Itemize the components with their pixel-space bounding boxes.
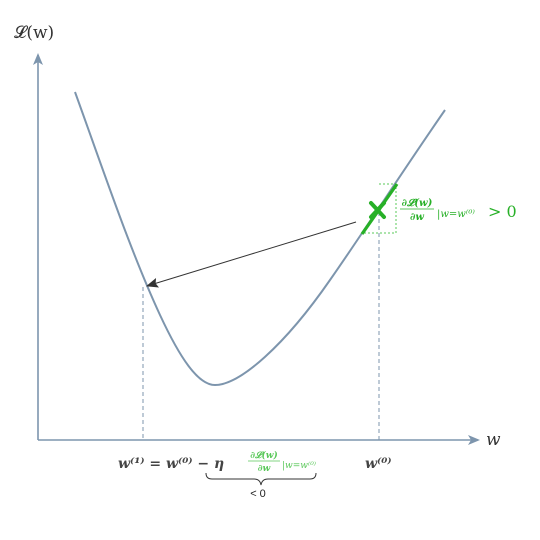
gradient-eval: |w=w⁽⁰⁾ bbox=[437, 209, 475, 220]
gradient-frac-den: ∂w bbox=[410, 212, 424, 223]
update-rule-lhs: w⁽¹⁾ = w⁽⁰⁾ − η bbox=[118, 456, 224, 472]
update-frac-den: ∂w bbox=[258, 464, 271, 474]
brace-label: < 0 bbox=[250, 488, 266, 500]
update-eval: |w=w⁽⁰⁾ bbox=[282, 460, 316, 471]
y-axis-label: 𝓛(w) bbox=[14, 23, 54, 43]
update-arrow bbox=[147, 222, 356, 286]
gradient-label: ∂𝓛(w) ∂w |w=w⁽⁰⁾ > 0 bbox=[400, 198, 517, 223]
underbrace bbox=[206, 473, 316, 485]
loss-curve bbox=[75, 92, 445, 385]
update-rule: w⁽¹⁾ = w⁽⁰⁾ − η ∂𝓛(w) ∂w |w=w⁽⁰⁾ bbox=[118, 450, 316, 474]
gradient-inequality: > 0 bbox=[488, 202, 517, 221]
w0-tick-label: w⁽⁰⁾ bbox=[365, 456, 392, 472]
current-point-marker bbox=[371, 203, 384, 217]
update-frac-num: ∂𝓛(w) bbox=[250, 450, 278, 461]
gradient-frac-num: ∂𝓛(w) bbox=[402, 198, 433, 209]
x-axis-label: w bbox=[486, 430, 501, 450]
